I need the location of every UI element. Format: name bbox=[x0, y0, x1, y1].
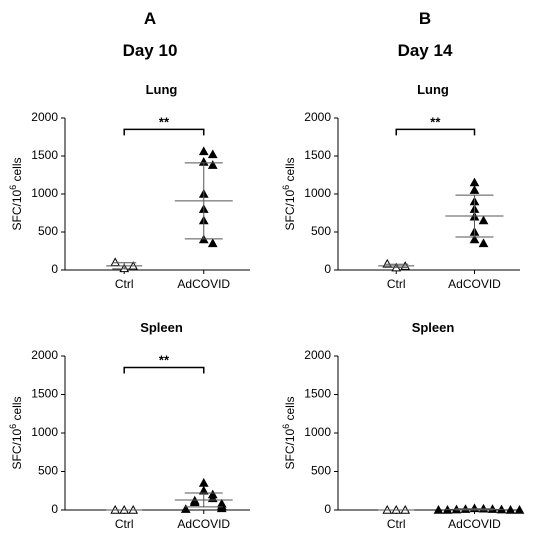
x-tick-label: Ctrl bbox=[387, 277, 406, 291]
y-tick-label: 500 bbox=[311, 224, 331, 238]
y-tick-label: 2000 bbox=[304, 348, 331, 362]
data-point bbox=[469, 185, 480, 194]
y-tick-label: 1500 bbox=[304, 387, 331, 401]
y-axis-label: SFC/106 cells bbox=[281, 396, 297, 469]
y-axis-label-suffix: cells bbox=[10, 396, 24, 423]
data-point bbox=[469, 503, 480, 513]
x-tick-label: AdCOVID bbox=[177, 517, 230, 531]
data-point bbox=[198, 146, 209, 156]
y-axis-label-text: SFC/10 bbox=[283, 429, 297, 470]
y-axis-label-sup: 6 bbox=[281, 424, 291, 429]
significance-label: ** bbox=[430, 114, 441, 129]
significance-bracket bbox=[395, 128, 476, 136]
y-axis-label: SFC/106 cells bbox=[281, 157, 297, 230]
y-tick-label: 0 bbox=[324, 262, 331, 276]
y-tick-label: 1500 bbox=[31, 148, 58, 162]
significance-label: ** bbox=[159, 114, 170, 129]
y-tick-label: 1000 bbox=[31, 186, 58, 200]
column-label: B bbox=[419, 9, 431, 28]
x-tick-label: AdCOVID bbox=[177, 277, 230, 291]
x-tick-label: Ctrl bbox=[115, 277, 134, 291]
data-point bbox=[207, 160, 218, 169]
y-tick-label: 2000 bbox=[31, 110, 58, 124]
data-point bbox=[189, 497, 200, 506]
data-point bbox=[433, 504, 444, 514]
y-tick-label: 2000 bbox=[31, 348, 58, 362]
x-tick-label: Ctrl bbox=[387, 517, 406, 531]
data-point bbox=[110, 257, 121, 267]
y-axis-label-text: SFC/10 bbox=[10, 429, 24, 470]
y-axis-label: SFC/106 cells bbox=[8, 157, 24, 230]
data-point bbox=[514, 504, 525, 514]
column-title: Day 14 bbox=[398, 41, 453, 60]
panel-title: Lung bbox=[146, 82, 178, 97]
data-point bbox=[180, 504, 191, 513]
y-axis-label-suffix: cells bbox=[10, 157, 24, 184]
significance-label: ** bbox=[159, 353, 170, 368]
y-tick-label: 0 bbox=[51, 262, 58, 276]
y-axis-label-suffix: cells bbox=[283, 157, 297, 184]
panel-title: Spleen bbox=[140, 320, 183, 335]
y-axis-label-text: SFC/10 bbox=[283, 190, 297, 231]
column-title: Day 10 bbox=[123, 41, 178, 60]
x-tick-label: Ctrl bbox=[115, 517, 134, 531]
x-tick-label: AdCOVID bbox=[448, 517, 501, 531]
significance-bracket bbox=[123, 366, 205, 374]
data-point bbox=[469, 177, 480, 187]
y-tick-label: 1000 bbox=[31, 425, 58, 439]
y-tick-label: 1000 bbox=[304, 186, 331, 200]
panel-title: Spleen bbox=[412, 320, 455, 335]
y-tick-label: 500 bbox=[311, 464, 331, 478]
data-point bbox=[207, 149, 218, 159]
y-axis-label-sup: 6 bbox=[8, 185, 18, 190]
data-point bbox=[469, 234, 480, 244]
y-axis-label-sup: 6 bbox=[8, 424, 18, 429]
y-tick-label: 1000 bbox=[304, 425, 331, 439]
column-label: A bbox=[144, 9, 156, 28]
y-tick-label: 2000 bbox=[304, 110, 331, 124]
y-tick-label: 1500 bbox=[31, 387, 58, 401]
data-point bbox=[478, 215, 489, 225]
y-tick-label: 1500 bbox=[304, 148, 331, 162]
data-point bbox=[207, 238, 218, 248]
y-axis-label-text: SFC/10 bbox=[10, 190, 24, 231]
y-tick-label: 0 bbox=[324, 502, 331, 516]
data-point bbox=[216, 503, 227, 513]
y-tick-label: 0 bbox=[51, 502, 58, 516]
panel-title: Lung bbox=[417, 82, 449, 97]
y-axis-label-sup: 6 bbox=[281, 185, 291, 190]
data-point bbox=[478, 238, 489, 248]
data-point bbox=[198, 478, 209, 487]
data-point bbox=[505, 504, 516, 514]
y-tick-label: 500 bbox=[38, 464, 58, 478]
significance-bracket bbox=[123, 128, 205, 136]
x-tick-label: AdCOVID bbox=[448, 277, 501, 291]
y-axis-label: SFC/106 cells bbox=[8, 396, 24, 469]
y-axis-label-suffix: cells bbox=[283, 396, 297, 423]
y-tick-label: 500 bbox=[38, 224, 58, 238]
